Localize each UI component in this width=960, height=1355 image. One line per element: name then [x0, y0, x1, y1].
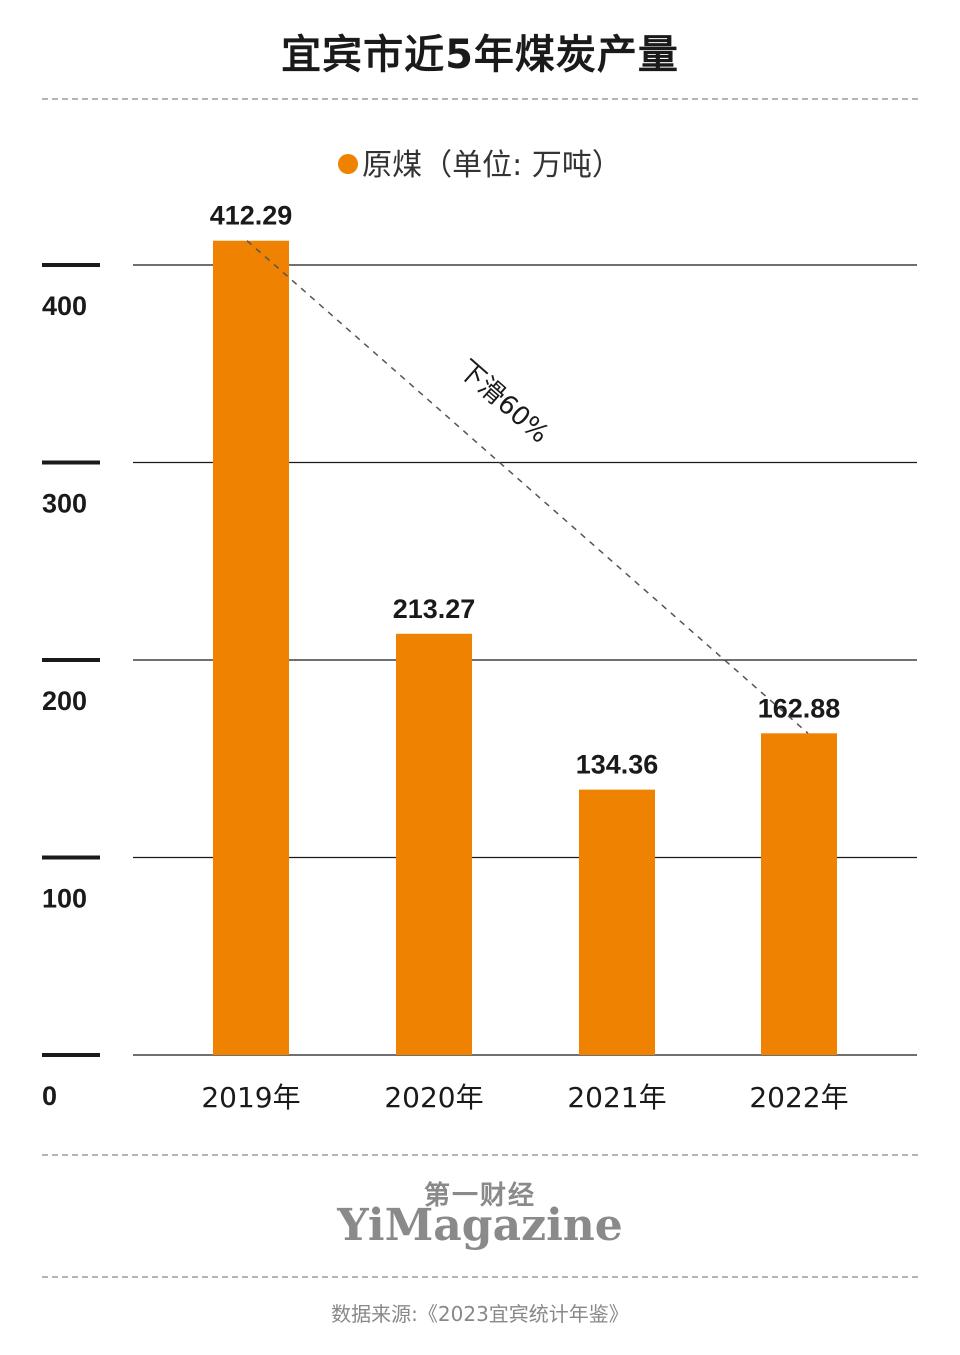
data-label: 134.36 — [576, 750, 659, 780]
bar — [761, 733, 837, 1055]
y-tick-label: 300 — [42, 489, 87, 519]
x-tick-label: 2021年 — [567, 1081, 666, 1114]
legend-swatch — [338, 153, 359, 174]
trend-annotation: 下滑60% — [452, 354, 554, 449]
bar — [579, 789, 655, 1055]
brand-logo: YiMagazine — [337, 1200, 623, 1251]
chart-title: 宜宾市近5年煤炭产量 — [281, 32, 679, 78]
middle-divider — [42, 1154, 918, 1156]
y-tick-label: 100 — [42, 884, 87, 914]
brand-name-cn: 第一财经 — [423, 1181, 536, 1211]
bottom-divider — [42, 1276, 918, 1278]
data-source: 数据来源:《2023宜宾统计年鉴》 — [331, 1302, 629, 1326]
y-tick-label: 200 — [42, 686, 87, 716]
trend-line — [246, 240, 809, 734]
data-label: 412.29 — [210, 201, 293, 231]
x-tick-label: 2020年 — [384, 1081, 483, 1114]
bar — [396, 633, 472, 1055]
bar-chart: 0 100 200 300 400 412.29 2019年 213.27 2020年 134.3… — [42, 201, 917, 1114]
bar — [213, 240, 289, 1056]
y-tick-label: 0 — [42, 1081, 57, 1111]
top-divider — [42, 98, 918, 100]
x-tick-label: 2022年 — [749, 1081, 848, 1114]
legend-label: 原煤（单位: 万吨） — [362, 148, 622, 183]
data-label: 162.88 — [758, 693, 841, 723]
data-label: 213.27 — [393, 594, 476, 624]
legend: 原煤（单位: 万吨） — [0, 140, 960, 184]
x-tick-label: 2019年 — [201, 1081, 300, 1114]
y-tick-label: 400 — [42, 291, 87, 321]
